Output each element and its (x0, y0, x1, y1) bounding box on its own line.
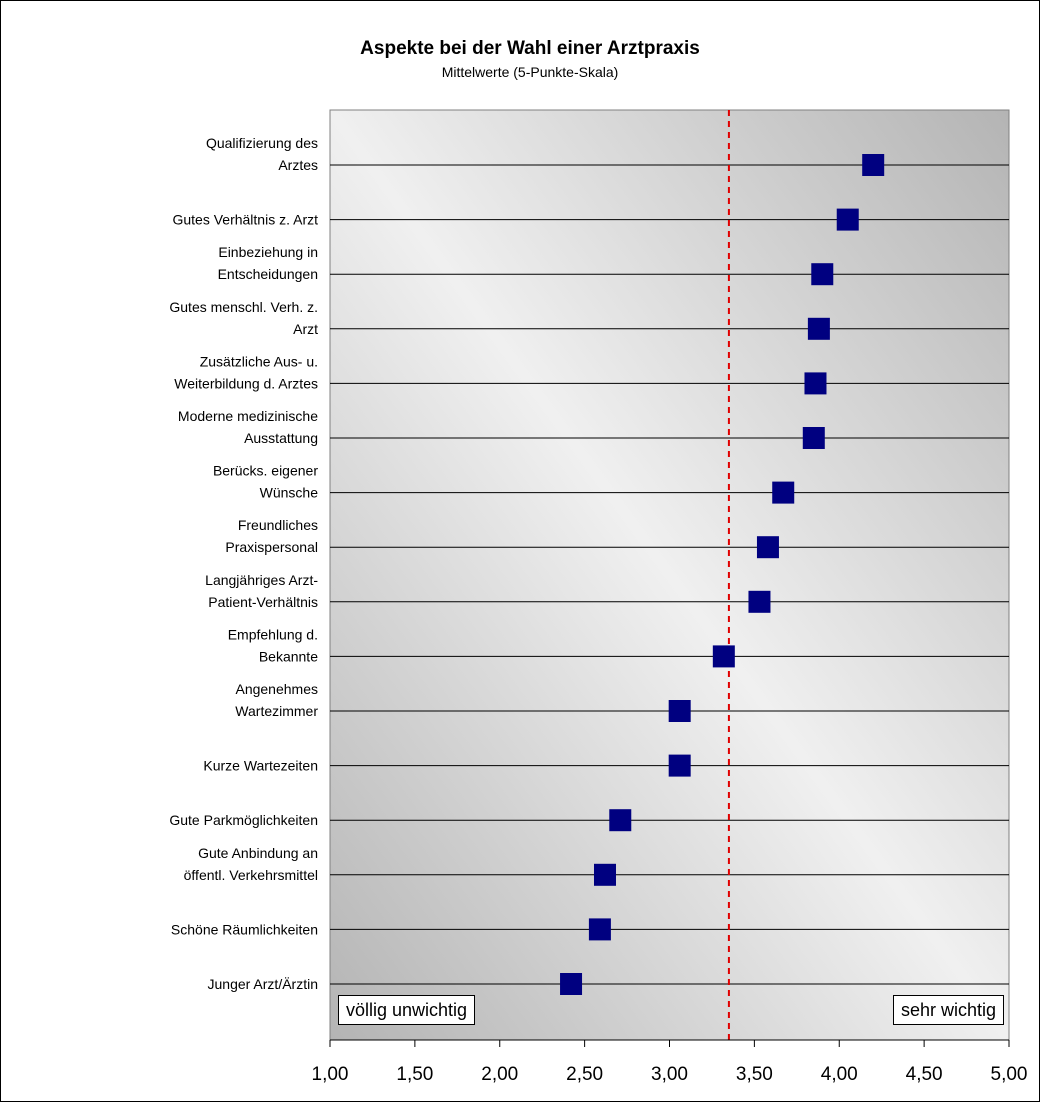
category-label: Zusätzliche Aus- u. (200, 353, 318, 369)
category-label: Wünsche (260, 485, 319, 501)
category-label: Wartezimmer (235, 703, 318, 719)
data-point (772, 481, 795, 504)
data-point (804, 372, 827, 395)
x-tick-label: 1,00 (312, 1064, 349, 1085)
data-point (811, 263, 834, 286)
category-label: Empfehlung d. (228, 626, 318, 642)
category-label: Qualifizierung des (206, 135, 318, 151)
category-label: Weiterbildung d. Arztes (174, 375, 318, 391)
x-tick-label: 3,00 (651, 1064, 688, 1085)
data-point (668, 700, 691, 722)
category-label: Berücks. eigener (213, 463, 318, 479)
category-label: Angenehmes (235, 681, 318, 697)
x-tick-label: 1,50 (396, 1064, 433, 1085)
data-point (802, 427, 825, 449)
data-point (836, 208, 859, 231)
category-label: Junger Arzt/Ärztin (208, 976, 319, 992)
chart-title: Aspekte bei der Wahl einer Arztpraxis (360, 38, 700, 59)
data-point (748, 590, 771, 613)
data-point (862, 154, 885, 176)
category-label: Bekannte (259, 648, 318, 664)
x-tick-label: 4,50 (906, 1064, 943, 1085)
category-label: Praxispersonal (225, 539, 318, 555)
category-label: Entscheidungen (218, 266, 318, 282)
data-point (756, 536, 779, 559)
category-label: Ausstattung (244, 430, 318, 446)
category-label: Gute Anbindung an (198, 845, 318, 861)
x-tick-label: 4,00 (821, 1064, 858, 1085)
data-point (668, 754, 691, 777)
data-point (593, 863, 616, 886)
data-point (588, 918, 611, 941)
category-label: Arztes (278, 157, 318, 173)
category-label: Freundliches (238, 517, 318, 533)
category-label: Schöne Räumlichkeiten (171, 921, 318, 937)
x-tick-label: 5,00 (991, 1064, 1028, 1085)
x-tick-label: 2,50 (566, 1064, 603, 1085)
category-label: Moderne medizinische (178, 408, 318, 424)
category-label: Einbeziehung in (218, 244, 318, 260)
x-tick-label: 2,00 (481, 1064, 518, 1085)
category-label: Gutes Verhältnis z. Arzt (172, 212, 318, 228)
category-label: Patient-Verhältnis (208, 594, 318, 610)
data-point (807, 317, 830, 340)
data-point (609, 809, 632, 832)
category-label: Kurze Wartezeiten (203, 758, 318, 774)
chart-subtitle: Mittelwerte (5-Punkte-Skala) (441, 64, 619, 80)
left-scale-label: völlig unwichtig (338, 995, 476, 1025)
data-point (560, 973, 583, 995)
data-point (712, 645, 735, 668)
category-label: Arzt (293, 321, 318, 337)
x-tick-label: 3,50 (736, 1064, 773, 1085)
category-label: Gutes menschl. Verh. z. (169, 299, 318, 315)
category-label: öffentl. Verkehrsmittel (184, 867, 318, 883)
category-label: Gute Parkmöglichkeiten (169, 812, 318, 828)
right-scale-label: sehr wichtig (892, 995, 1004, 1025)
plot-area (329, 109, 1010, 1041)
category-label: Langjähriges Arzt- (205, 572, 318, 588)
